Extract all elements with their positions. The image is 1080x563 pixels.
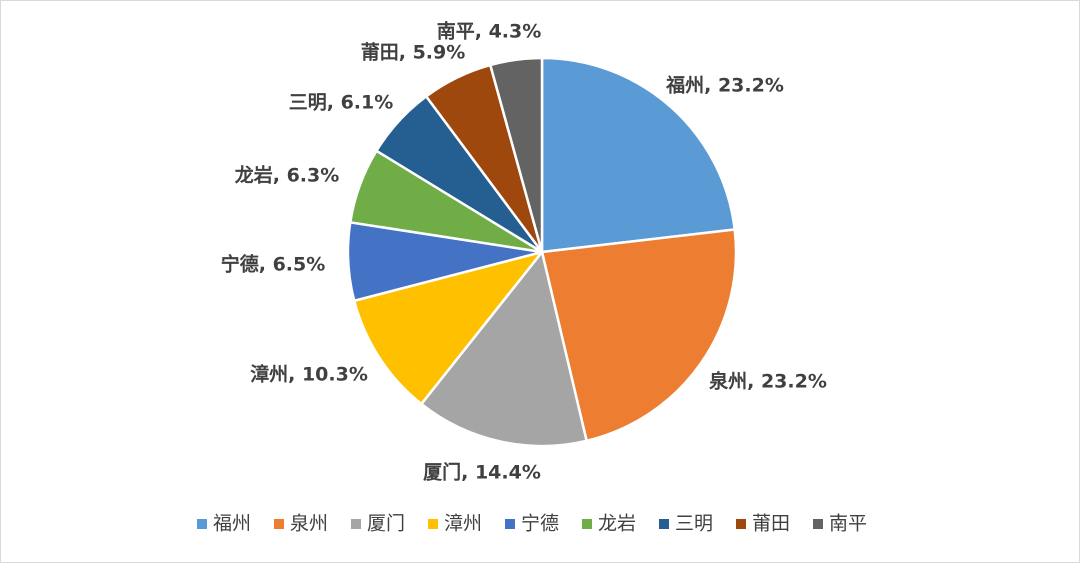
pie-slices	[346, 56, 738, 448]
legend-label: 泉州	[290, 513, 328, 535]
legend-label: 龙岩	[598, 513, 636, 535]
legend-item: 泉州	[274, 513, 328, 535]
pie-slice	[352, 250, 544, 406]
legend-item: 莆田	[736, 513, 790, 535]
legend-item: 福州	[197, 513, 251, 535]
data-label: 莆田, 5.9%	[361, 41, 466, 64]
pie-slice	[540, 56, 736, 254]
legend-label: 三明	[675, 513, 713, 535]
legend-label: 宁德	[521, 513, 559, 535]
data-label: 龙岩, 6.3%	[235, 164, 340, 187]
legend-item: 三明	[659, 513, 713, 535]
data-label: 南平, 4.3%	[437, 21, 542, 43]
legend-item: 南平	[813, 513, 867, 535]
legend-label: 南平	[829, 513, 867, 535]
pie-slice	[420, 250, 588, 448]
legend-swatch	[351, 519, 361, 529]
data-label: 泉州, 23.2%	[708, 370, 827, 393]
data-label: 福州, 23.2%	[665, 74, 784, 97]
legend-item: 龙岩	[582, 513, 636, 535]
legend: 福州 泉州 厦门 漳州 宁德 龙岩 三明 莆田 南平	[197, 513, 867, 535]
legend-swatch	[505, 519, 515, 529]
data-label: 三明, 6.1%	[289, 92, 394, 114]
legend-item: 漳州	[428, 513, 482, 535]
legend-item: 厦门	[351, 513, 405, 535]
legend-swatch	[736, 519, 746, 529]
legend-label: 莆田	[752, 513, 790, 535]
legend-swatch	[813, 519, 823, 529]
legend-swatch	[659, 519, 669, 529]
data-label: 宁德, 6.5%	[221, 253, 326, 276]
legend-swatch	[428, 519, 438, 529]
legend-label: 厦门	[367, 513, 405, 535]
data-label: 厦门, 14.4%	[423, 461, 541, 484]
legend-swatch	[582, 519, 592, 529]
pie-slice	[540, 228, 738, 443]
legend-swatch	[197, 519, 207, 529]
legend-label: 漳州	[444, 513, 482, 535]
legend-swatch	[274, 519, 284, 529]
legend-item: 宁德	[505, 513, 559, 535]
pie-slice	[489, 56, 544, 254]
data-labels: 福州, 23.2% 泉州, 23.2% 厦门, 14.4% 漳州, 10.3% 宁德, …	[221, 21, 827, 484]
data-label: 漳州, 10.3%	[250, 363, 368, 386]
legend-label: 福州	[213, 513, 251, 535]
